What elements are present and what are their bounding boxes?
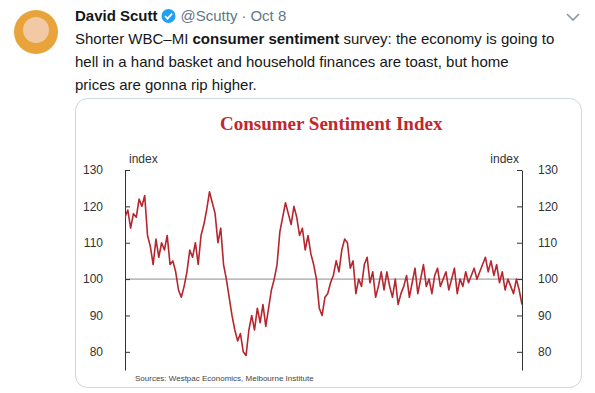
tick: 120 (83, 200, 130, 214)
avatar-face[interactable] (23, 17, 49, 43)
tick-mark (125, 352, 130, 353)
chart-card[interactable] (76, 99, 582, 388)
chart-title: Consumer Sentiment Index (220, 113, 443, 134)
tick-label: 100 (83, 272, 103, 286)
y2-axis: 80 90 100 110 120 130 (517, 163, 558, 370)
tick-mark (125, 206, 130, 207)
source-note: Sources: Westpac Economics, Melbourne In… (135, 374, 314, 383)
tick: 100 (83, 272, 130, 286)
y-axis: 80 90 100 110 120 130 (83, 163, 130, 370)
tick: 130 (517, 163, 558, 177)
tick-label: 90 (538, 309, 552, 323)
tick-label: 130 (538, 163, 558, 177)
tweet-text: consumer sentiment (193, 30, 340, 47)
tick: 130 (83, 163, 130, 177)
axis-line (125, 171, 126, 371)
tweet-text: survey: the economy is going to (339, 30, 554, 47)
tick-label: 80 (538, 345, 552, 359)
author[interactable]: David Scutt (75, 7, 158, 24)
plot-area (125, 192, 522, 356)
tweet-text: Shorter WBC–MI (75, 30, 193, 47)
axis-line (522, 171, 523, 371)
tick-label: 120 (538, 200, 558, 214)
tick-mark (517, 315, 522, 316)
tick: 110 (517, 236, 557, 250)
tick-label: 80 (90, 345, 104, 359)
tick-label: 110 (538, 236, 557, 250)
tick-label: 130 (83, 163, 103, 177)
page: David Scutt @Scutty·Oct 8 Shorter WBC–MI c… (0, 0, 595, 393)
tick-mark (517, 279, 522, 280)
tick-mark (125, 170, 130, 171)
tweet-text-line: hell in a hand basket and household fina… (75, 53, 509, 70)
date[interactable]: Oct 8 (250, 7, 286, 24)
avatar-bg[interactable] (14, 10, 58, 54)
separator: · (241, 7, 246, 24)
tick-mark (517, 206, 522, 207)
verified-check (165, 14, 172, 19)
tweet-text-line: prices are gonna rip higher. (75, 76, 257, 93)
tick-mark (517, 170, 522, 171)
verified-badge (162, 9, 176, 23)
y-axis-label: index (129, 152, 158, 166)
tick: 110 (84, 236, 130, 250)
y2-axis-label: index (490, 152, 519, 166)
tweet-text: hell in a hand basket and household fina… (75, 53, 509, 70)
tick-mark (125, 279, 130, 280)
tick: 80 (517, 345, 552, 359)
avatar[interactable] (14, 10, 58, 54)
tick-mark (125, 243, 130, 244)
tick: 90 (90, 309, 130, 323)
tick-label: 120 (83, 200, 103, 214)
tick-mark (125, 315, 130, 316)
tick: 100 (517, 272, 558, 286)
tick-label: 110 (84, 236, 103, 250)
tick: 90 (517, 309, 552, 323)
tweet-text-line: Shorter WBC–MI consumer sentiment survey… (75, 30, 554, 47)
handle[interactable]: @Scutty (181, 7, 238, 24)
tweet-text: prices are gonna rip higher. (75, 76, 257, 93)
tick-mark (517, 352, 522, 353)
reference-line (125, 279, 522, 280)
tick: 120 (517, 200, 558, 214)
tweet-meta: @Scutty·Oct 8 (181, 7, 287, 24)
tick-label: 100 (538, 272, 558, 286)
menu-chevron[interactable] (567, 14, 579, 20)
tick-mark (517, 243, 522, 244)
verified-circle (162, 9, 176, 23)
sentiment-line (125, 192, 522, 356)
tick: 80 (90, 345, 130, 359)
tick-label: 90 (90, 309, 104, 323)
